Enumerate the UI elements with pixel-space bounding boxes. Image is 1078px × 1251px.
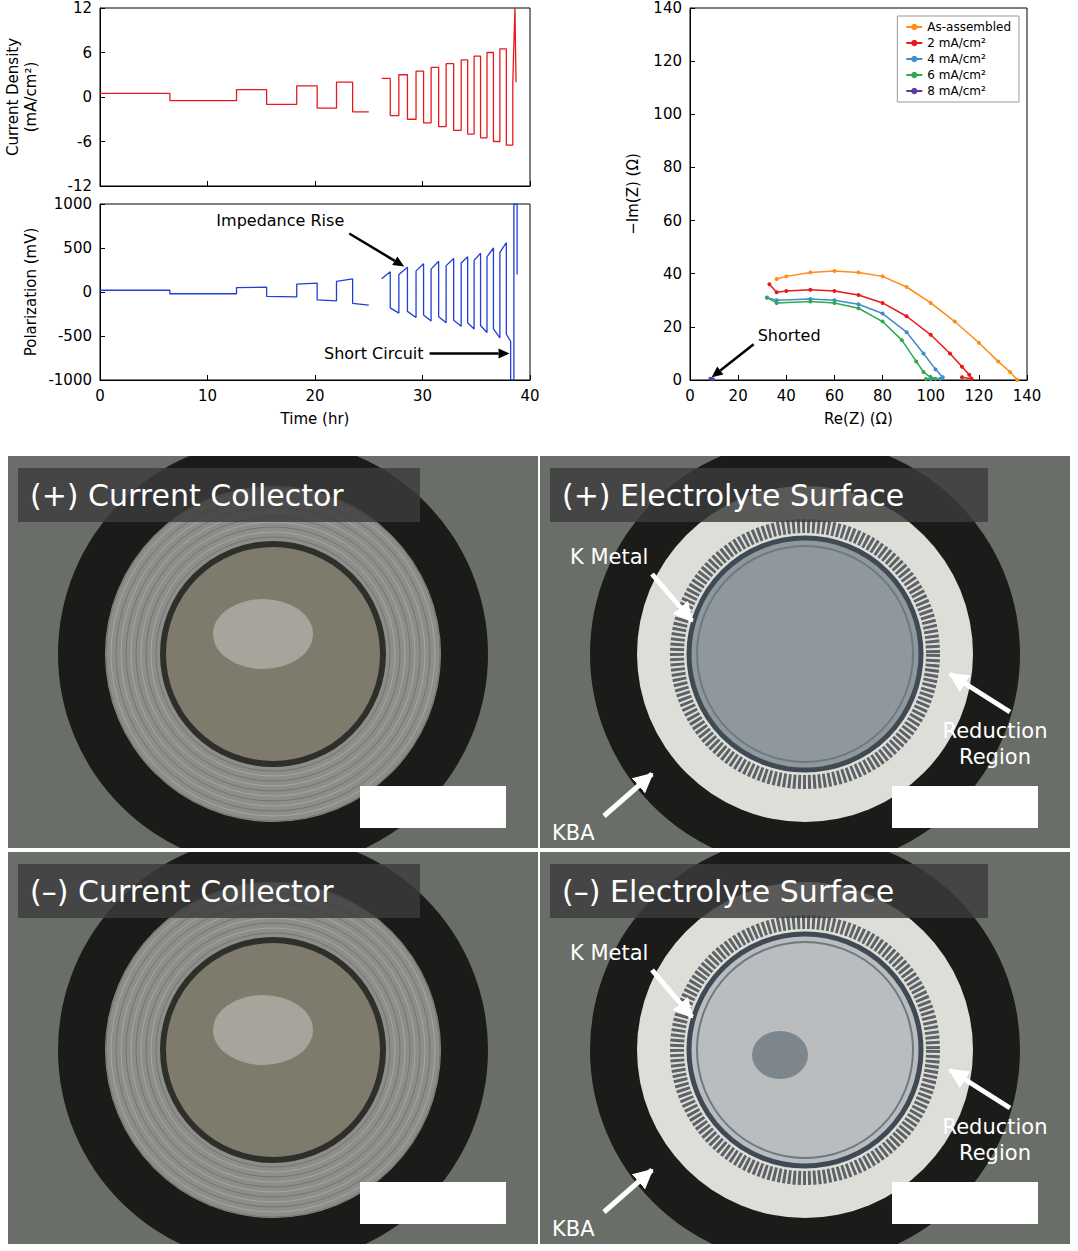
svg-text:12: 12	[73, 0, 92, 17]
svg-text:2 mA/cm²: 2 mA/cm²	[927, 36, 986, 50]
svg-text:20: 20	[305, 387, 324, 405]
svg-text:Reduction: Reduction	[943, 1115, 1048, 1139]
svg-text:Region: Region	[959, 745, 1031, 769]
svg-text:60: 60	[825, 387, 844, 405]
svg-text:(+) Electrolyte Surface: (+) Electrolyte Surface	[562, 478, 904, 513]
svg-text:-1000: -1000	[48, 371, 92, 389]
svg-text:40: 40	[520, 387, 539, 405]
svg-text:Region: Region	[959, 1141, 1031, 1165]
svg-text:6 mA/cm²: 6 mA/cm²	[927, 68, 986, 82]
svg-text:20: 20	[729, 387, 748, 405]
svg-text:-12: -12	[68, 177, 93, 195]
svg-text:4 mA/cm²: 4 mA/cm²	[927, 52, 986, 66]
svg-text:8 mA/cm²: 8 mA/cm²	[927, 84, 986, 98]
svg-text:0: 0	[672, 371, 682, 389]
svg-text:Re(Z) (Ω): Re(Z) (Ω)	[824, 410, 893, 428]
svg-text:-500: -500	[58, 327, 92, 345]
svg-text:20: 20	[663, 318, 682, 336]
svg-text:0: 0	[685, 387, 695, 405]
svg-text:KBA: KBA	[552, 821, 595, 845]
svg-text:-6: -6	[77, 133, 92, 151]
svg-text:(+) Current Collector: (+) Current Collector	[30, 478, 344, 513]
svg-text:80: 80	[873, 387, 892, 405]
svg-text:−Im(Z) (Ω): −Im(Z) (Ω)	[624, 153, 642, 235]
svg-text:Impedance Rise: Impedance Rise	[216, 211, 344, 230]
svg-text:K Metal: K Metal	[570, 941, 648, 965]
svg-text:140: 140	[653, 0, 682, 17]
svg-text:120: 120	[653, 52, 682, 70]
svg-text:10: 10	[198, 387, 217, 405]
svg-text:Shorted: Shorted	[758, 326, 821, 345]
svg-text:120: 120	[965, 387, 994, 405]
svg-text:(mA/cm²): (mA/cm²)	[22, 62, 40, 133]
svg-text:6: 6	[82, 44, 92, 62]
svg-text:0: 0	[82, 283, 92, 301]
svg-text:KBA: KBA	[552, 1217, 595, 1241]
svg-text:Reduction: Reduction	[943, 719, 1048, 743]
svg-text:Current Density: Current Density	[4, 38, 22, 156]
svg-text:Time (hr): Time (hr)	[280, 410, 350, 428]
svg-text:40: 40	[663, 265, 682, 283]
svg-text:As-assembled: As-assembled	[927, 20, 1011, 34]
svg-text:Polarization (mV): Polarization (mV)	[22, 228, 40, 357]
svg-text:500: 500	[63, 239, 92, 257]
svg-text:0: 0	[82, 88, 92, 106]
svg-text:(–) Current Collector: (–) Current Collector	[30, 874, 334, 909]
svg-text:1000: 1000	[54, 195, 92, 213]
svg-text:80: 80	[663, 158, 682, 176]
svg-text:0: 0	[95, 387, 105, 405]
svg-text:K Metal: K Metal	[570, 545, 648, 569]
svg-text:40: 40	[777, 387, 796, 405]
svg-text:Short Circuit: Short Circuit	[324, 344, 424, 363]
svg-text:100: 100	[653, 105, 682, 123]
svg-text:140: 140	[1013, 387, 1042, 405]
svg-text:60: 60	[663, 212, 682, 230]
svg-text:30: 30	[413, 387, 432, 405]
svg-text:(–) Electrolyte Surface: (–) Electrolyte Surface	[562, 874, 894, 909]
svg-text:100: 100	[916, 387, 945, 405]
